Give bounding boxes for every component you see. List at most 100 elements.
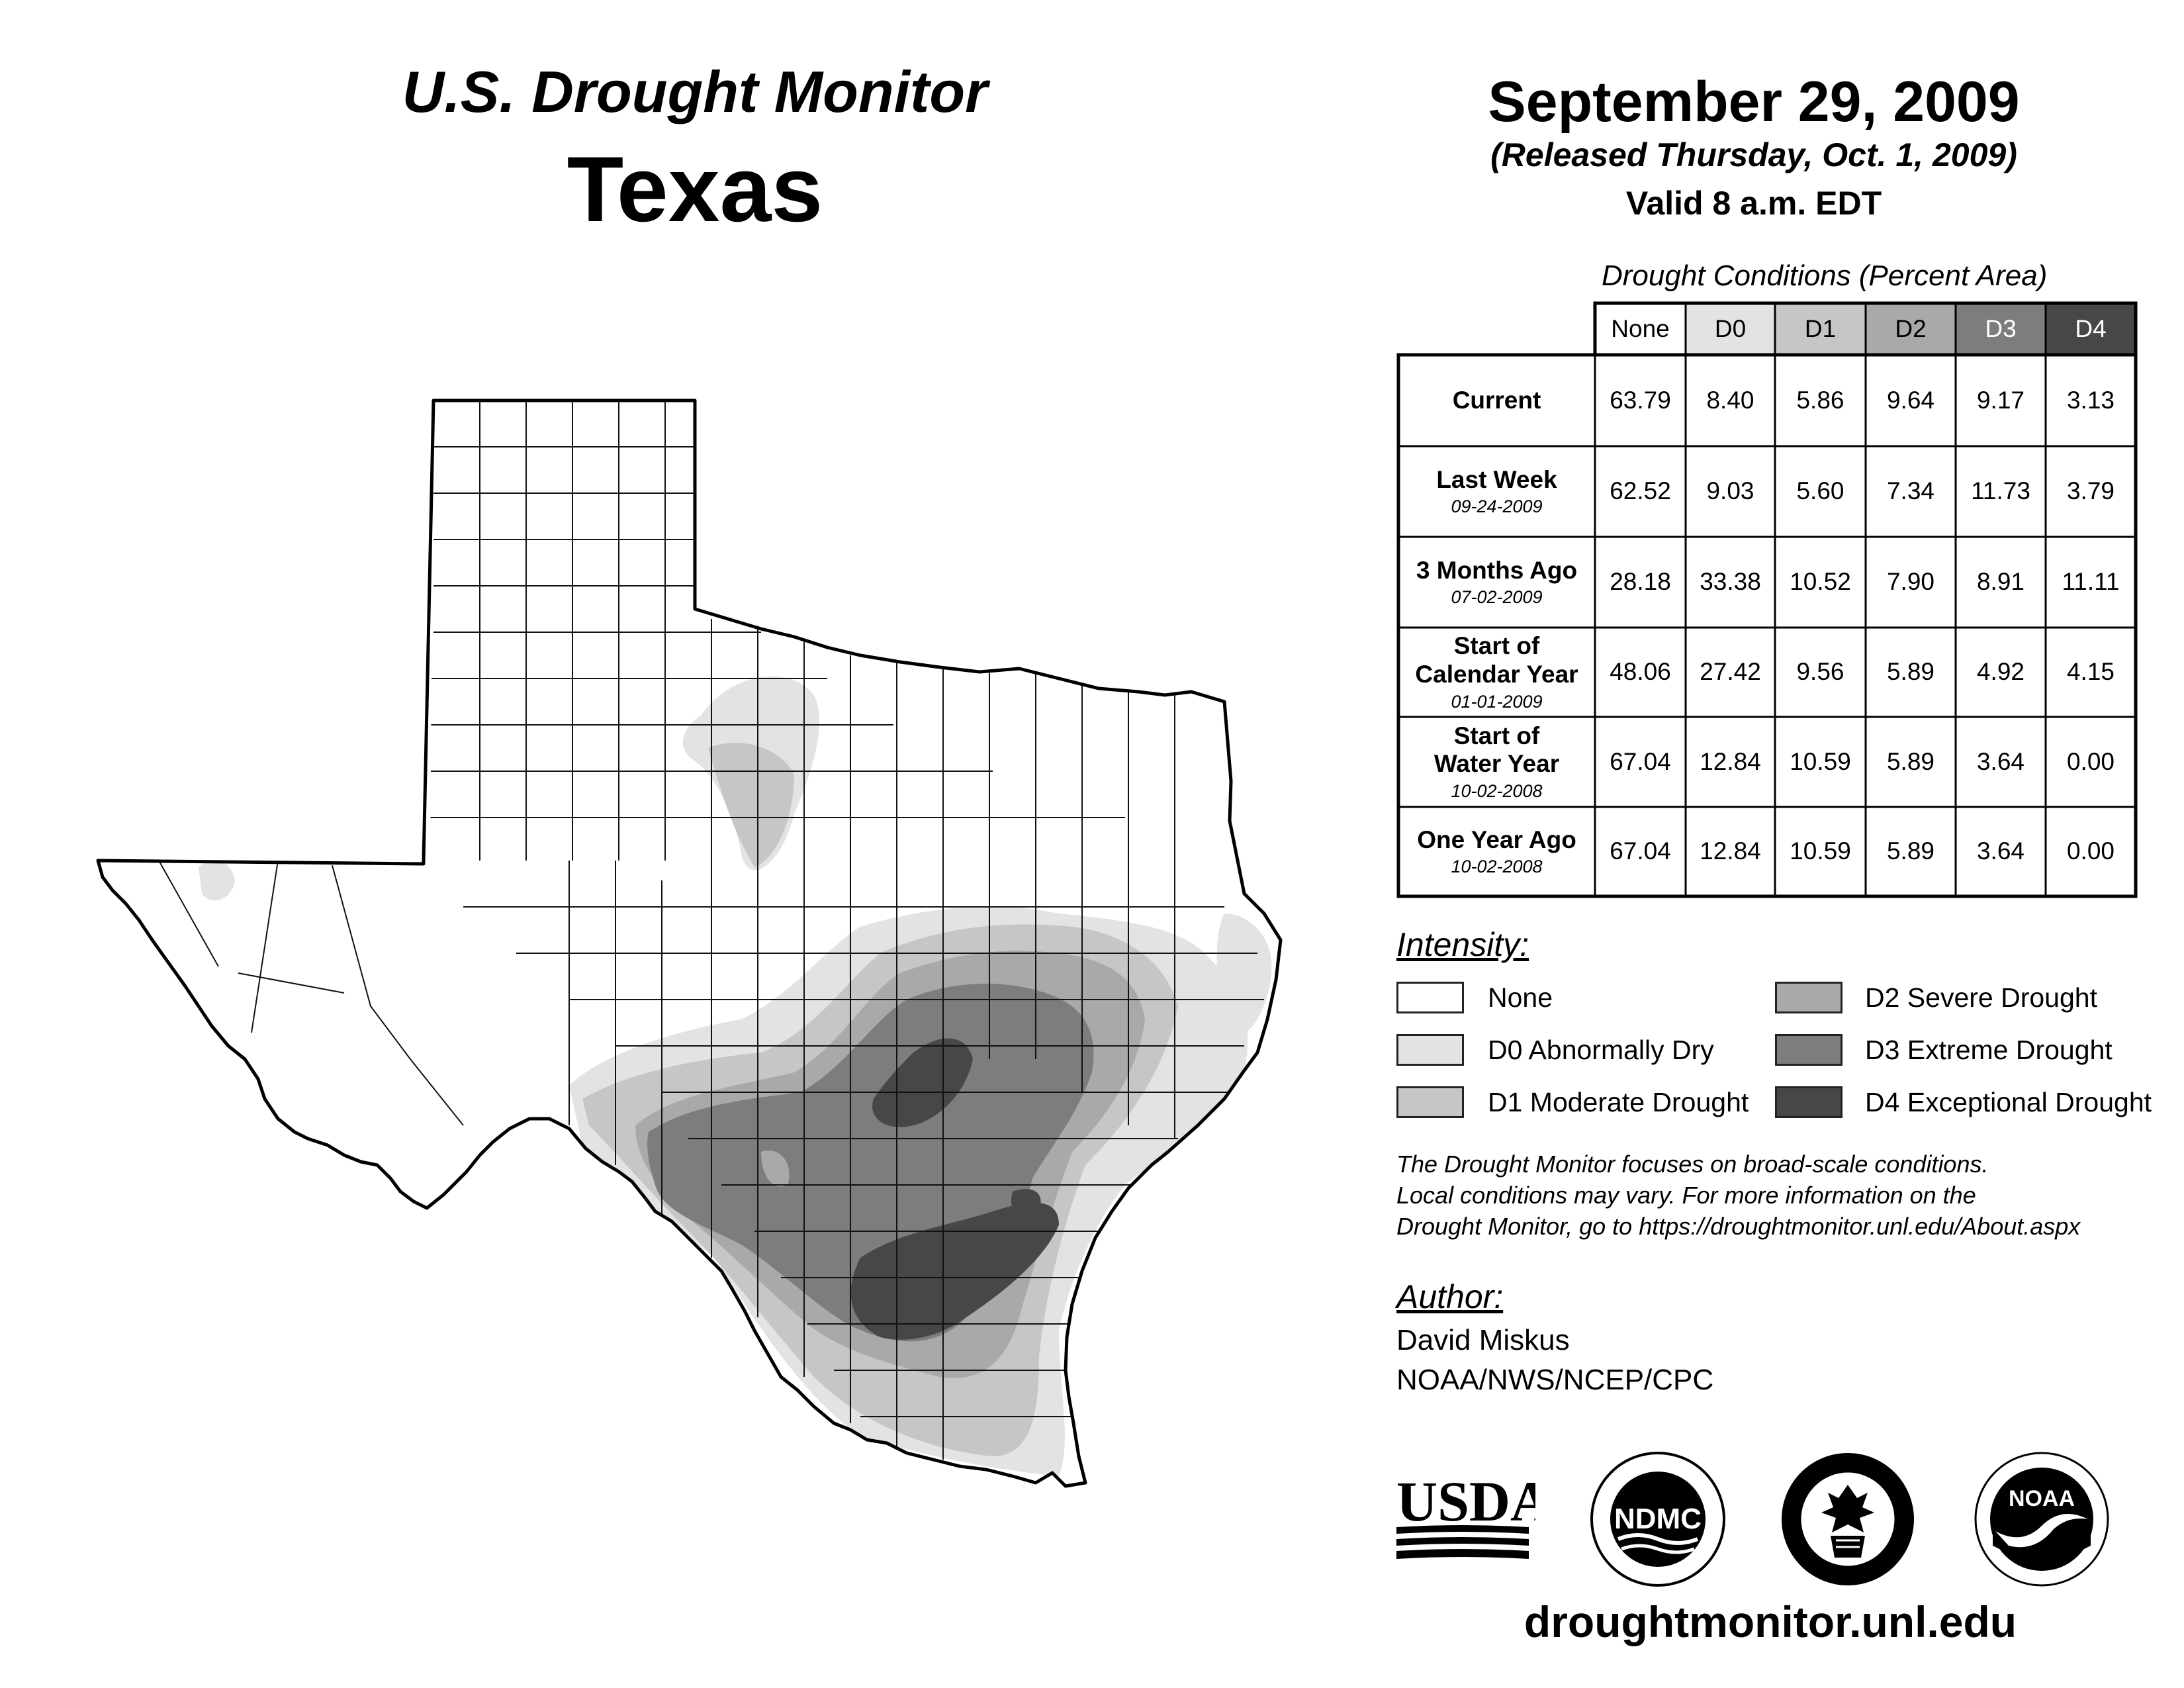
noaa-logo: NOAA [1974, 1452, 2109, 1587]
value-lastweek-d1: 5.60 [1796, 477, 1844, 505]
row-label-date: 10-02-2008 [1451, 857, 1543, 877]
legend-label-none: None [1488, 982, 1553, 1013]
value-lastweek-d4: 3.79 [2066, 477, 2115, 505]
header-fill-d3 [1956, 303, 2046, 355]
value-oneyear-d0: 12.84 [1700, 837, 1761, 865]
value-calyear-d4: 4.15 [2066, 658, 2115, 686]
value-calyear-none: 48.06 [1610, 658, 1671, 686]
row-label-text: Start of Calendar Year [1415, 632, 1578, 688]
monitor-title: U.S. Drought Monitor [402, 59, 988, 124]
col-header-d1: D1 [1804, 314, 1837, 342]
row-label-start-water-year: Start of Water Year 10-02-2008 [1398, 717, 1595, 807]
value-wateryear-d0: 12.84 [1700, 747, 1761, 775]
col-header-none: None [1611, 314, 1670, 342]
note-line-2: Local conditions may vary. For more info… [1396, 1182, 1976, 1209]
value-3mo-d3: 8.91 [1976, 568, 2025, 596]
value-lastweek-none: 62.52 [1610, 477, 1671, 505]
value-current-d3: 9.17 [1976, 386, 2025, 414]
legend-swatch-d2 [1775, 982, 1843, 1013]
legend-swatch-d4 [1775, 1086, 1843, 1118]
note-line-1: The Drought Monitor focuses on broad-sca… [1396, 1150, 1989, 1178]
header-fill-d2 [1866, 303, 1956, 355]
valid-time: Valid 8 a.m. EDT [1625, 185, 1882, 222]
value-calyear-d0: 27.42 [1700, 658, 1761, 686]
value-calyear-d2: 5.89 [1886, 658, 1934, 686]
d0-area-west [199, 860, 235, 901]
value-current-d4: 3.13 [2066, 386, 2115, 414]
value-lastweek-d0: 9.03 [1706, 477, 1754, 505]
d3-hole-west [761, 1150, 790, 1187]
noaa-logo-text: NOAA [2009, 1486, 2075, 1511]
d0-area-east [1216, 914, 1272, 1037]
value-oneyear-d2: 5.89 [1886, 837, 1934, 865]
release-date: (Released Thursday, Oct. 1, 2009) [1490, 136, 2017, 173]
col-header-d0: D0 [1714, 314, 1747, 342]
header-fill-d4 [2046, 303, 2136, 355]
legend-label-d1: D1 Moderate Drought [1488, 1087, 1749, 1117]
map-date: September 29, 2009 [1488, 70, 2020, 134]
author-heading: Author: [1396, 1278, 1504, 1315]
value-wateryear-d3: 3.64 [1976, 747, 2025, 775]
value-3mo-d1: 10.52 [1790, 568, 1851, 596]
value-oneyear-d1: 10.59 [1790, 837, 1851, 865]
header-fill-d1 [1775, 303, 1866, 355]
row-label-date: 07-02-2009 [1451, 587, 1543, 608]
value-current-d0: 8.40 [1706, 386, 1754, 414]
d4-area-south [850, 1202, 1059, 1340]
ndmc-logo-text: NDMC [1614, 1503, 1702, 1535]
row-label-text: 3 Months Ago [1416, 556, 1578, 584]
table-grid [1396, 301, 2138, 898]
value-wateryear-d4: 0.00 [2066, 747, 2115, 775]
info-note: The Drought Monitor focuses on broad-sca… [1396, 1149, 2177, 1242]
col-header-d2: D2 [1895, 314, 1927, 342]
value-oneyear-none: 67.04 [1610, 837, 1671, 865]
row-label-date: 01-01-2009 [1451, 691, 1543, 712]
usda-logo: USDA [1396, 1470, 1535, 1559]
row-label-date: 09-24-2009 [1451, 496, 1543, 517]
legend-swatch-d0 [1396, 1034, 1464, 1066]
website-url[interactable]: droughtmonitor.unl.edu [1524, 1597, 2017, 1646]
value-current-d2: 9.64 [1886, 386, 1934, 414]
row-label-date: 10-02-2008 [1451, 781, 1543, 802]
col-header-d4: D4 [2075, 314, 2107, 342]
d4-area-coast [1011, 1189, 1041, 1218]
table-caption: Drought Conditions (Percent Area) [1602, 259, 2048, 292]
legend-label-d0: D0 Abnormally Dry [1488, 1035, 1714, 1065]
state-title: Texas [567, 137, 823, 241]
value-calyear-d3: 4.92 [1976, 658, 2025, 686]
legend-swatch-d3 [1775, 1034, 1843, 1066]
header-fill-d0 [1686, 303, 1775, 355]
value-oneyear-d3: 3.64 [1976, 837, 2025, 865]
d1-area-panhandle [708, 743, 794, 867]
value-current-d1: 5.86 [1796, 386, 1844, 414]
author-name: David Miskus [1396, 1324, 1570, 1356]
col-header-d3: D3 [1985, 314, 2017, 342]
value-wateryear-none: 67.04 [1610, 747, 1671, 775]
value-3mo-d4: 11.11 [2062, 568, 2120, 596]
author-organization: NOAA/NWS/NCEP/CPC [1396, 1364, 1714, 1396]
legend-label-d3: D3 Extreme Drought [1865, 1035, 2113, 1065]
ndmc-logo: NDMC [1590, 1452, 1725, 1587]
value-lastweek-d2: 7.34 [1886, 477, 1934, 505]
value-oneyear-d4: 0.00 [2066, 837, 2115, 865]
doc-seal-logo [1782, 1453, 1914, 1585]
row-label-start-calendar-year: Start of Calendar Year 01-01-2009 [1398, 628, 1595, 717]
texas-outline [96, 399, 1283, 1488]
drought-conditions-table: None D0 D1 D2 D3 D4 Current 63.79 8.40 5… [1396, 301, 2146, 900]
note-line-3: Drought Monitor, go to https://droughtmo… [1396, 1213, 2081, 1240]
row-label-text: Current [1452, 386, 1541, 414]
county-lines [158, 400, 1264, 1460]
legend-label-d4: D4 Exceptional Drought [1865, 1087, 2152, 1117]
row-label-text: Start of Water Year [1433, 722, 1560, 778]
row-label-one-year-ago: One Year Ago 10-02-2008 [1398, 807, 1595, 896]
row-label-3-months-ago: 3 Months Ago 07-02-2009 [1398, 537, 1595, 628]
legend-swatch-none [1396, 982, 1464, 1013]
legend-swatch-d1 [1396, 1086, 1464, 1118]
legend-label-d2: D2 Severe Drought [1865, 982, 2097, 1013]
row-label-last-week: Last Week 09-24-2009 [1398, 446, 1595, 537]
value-wateryear-d1: 10.59 [1790, 747, 1851, 775]
value-3mo-d0: 33.38 [1700, 568, 1761, 596]
d4-area-central [872, 1038, 973, 1127]
legend-title: Intensity: [1396, 926, 1529, 963]
value-3mo-d2: 7.90 [1886, 568, 1934, 596]
